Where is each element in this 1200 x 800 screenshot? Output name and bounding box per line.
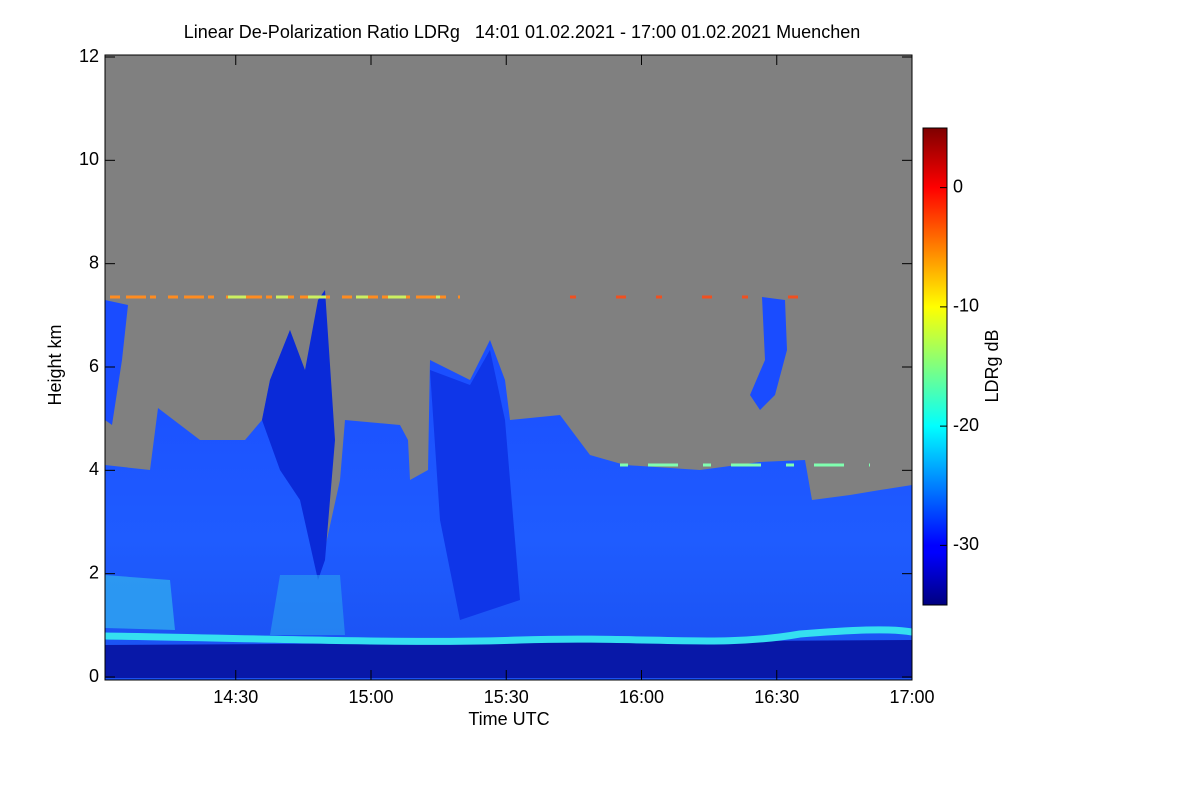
y-tick-label: 0 [89, 666, 99, 686]
y-tick-label: 4 [89, 459, 99, 479]
colorbar-tick-label: -10 [953, 296, 979, 316]
y-tick-label: 2 [89, 562, 99, 582]
x-tick-label: 14:30 [213, 687, 258, 707]
x-tick-label: 17:00 [889, 687, 934, 707]
colorbar-tick-label: -30 [953, 534, 979, 554]
chart-title: Linear De-Polarization Ratio LDRg 14:01 … [184, 22, 860, 42]
colorbar-label: LDRg dB [982, 329, 1002, 402]
x-tick-label: 16:00 [619, 687, 664, 707]
y-axis-label: Height km [45, 324, 65, 405]
x-tick-label: 15:30 [484, 687, 529, 707]
y-tick-label: 10 [79, 149, 99, 169]
field [104, 290, 913, 680]
colorbar-tick-label: -20 [953, 415, 979, 435]
colorbar-tick-label: 0 [953, 176, 963, 196]
x-tick-label: 15:00 [348, 687, 393, 707]
y-tick-label: 12 [79, 46, 99, 66]
x-axis-label: Time UTC [468, 709, 549, 729]
x-tick-label: 16:30 [754, 687, 799, 707]
colorbar [922, 127, 948, 606]
y-tick-label: 8 [89, 252, 99, 272]
y-tick-label: 6 [89, 356, 99, 376]
